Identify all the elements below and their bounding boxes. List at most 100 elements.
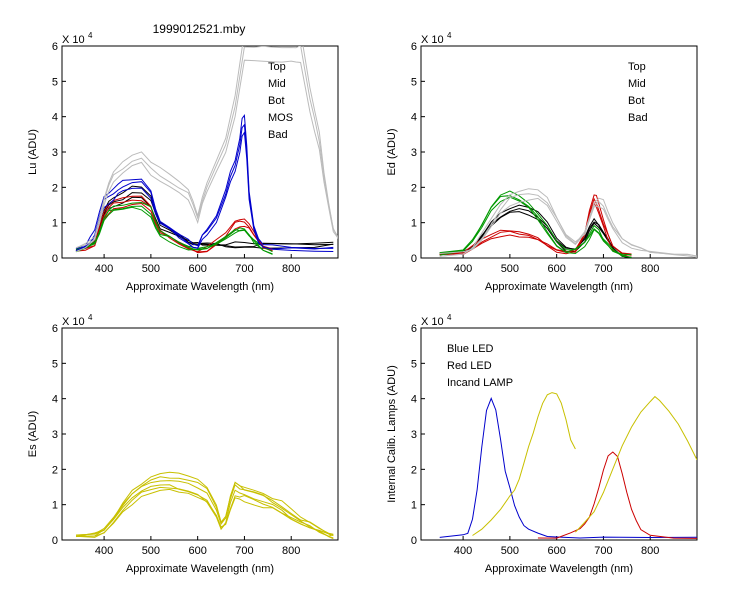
lu-series-bot bbox=[75, 206, 273, 255]
ed-xtick-label: 400 bbox=[454, 263, 472, 275]
lu-series-bad bbox=[75, 59, 338, 253]
lamps-plot-area bbox=[439, 392, 697, 539]
lu-xtick-label: 800 bbox=[282, 263, 300, 275]
es-plot-frame bbox=[61, 327, 339, 541]
lamps-xtick-label: 500 bbox=[501, 545, 519, 557]
lamps-ytick-label: 0 bbox=[411, 535, 417, 547]
es-multiplier-exponent: 4 bbox=[88, 313, 93, 322]
es-xtick-label: 500 bbox=[142, 545, 160, 557]
es-ytick-label: 4 bbox=[52, 394, 58, 406]
lu-series-bad bbox=[75, 46, 338, 249]
ed-plot-area bbox=[439, 188, 697, 258]
lamps-ytick-label: 4 bbox=[411, 394, 417, 406]
lu-xtick-label: 600 bbox=[188, 263, 206, 275]
lamps-ytick-label: 5 bbox=[411, 358, 417, 370]
lu-plot-area bbox=[75, 46, 338, 255]
lu-ytick-label: 0 bbox=[52, 253, 58, 265]
lamps-xtick-label: 700 bbox=[594, 545, 612, 557]
lu-series-bad bbox=[75, 46, 338, 249]
lu-series-mos bbox=[75, 114, 334, 252]
ed-multiplier: X 10 bbox=[421, 34, 444, 46]
es-xtick-label: 400 bbox=[95, 545, 113, 557]
lu-plot-frame bbox=[61, 45, 339, 259]
lamps-multiplier-exponent: 4 bbox=[447, 313, 452, 322]
ed-ylabel: Ed (ADU) bbox=[386, 128, 398, 175]
lu-xtick-label: 400 bbox=[95, 263, 113, 275]
lu-ytick-label: 6 bbox=[52, 41, 58, 53]
es-ytick-label: 0 bbox=[52, 535, 58, 547]
ed-series-top bbox=[439, 204, 632, 258]
es-series-es-upper bbox=[75, 471, 334, 536]
es-ytick-label: 1 bbox=[52, 500, 58, 512]
lu-xtick-label: 500 bbox=[142, 263, 160, 275]
lamps-series-red-led bbox=[537, 451, 697, 539]
es-ytick-label: 5 bbox=[52, 358, 58, 370]
ed-legend-mid: Mid bbox=[628, 78, 646, 90]
ed-xtick-label: 500 bbox=[501, 263, 519, 275]
lamps-ylabel: Internal Calib. Lamps (ADU) bbox=[386, 365, 398, 503]
lu-series-mid bbox=[75, 195, 273, 253]
es-multiplier: X 10 bbox=[62, 316, 85, 328]
es-series-es-lower bbox=[75, 486, 334, 539]
ed-xtick-label: 700 bbox=[594, 263, 612, 275]
lamps-xtick-label: 600 bbox=[547, 545, 565, 557]
ed-ytick-label: 2 bbox=[411, 182, 417, 194]
ed-ytick-label: 0 bbox=[411, 253, 417, 265]
lu-ytick-label: 1 bbox=[52, 218, 58, 230]
es-ytick-label: 2 bbox=[52, 464, 58, 476]
lamps-legend-red-led: Red LED bbox=[447, 360, 492, 372]
ed-ytick-label: 6 bbox=[411, 41, 417, 53]
lamps-ytick-label: 6 bbox=[411, 323, 417, 335]
lamps-series-incand-lamp bbox=[472, 392, 576, 536]
ed-series-bad bbox=[439, 197, 697, 257]
lu-ytick-label: 4 bbox=[52, 112, 58, 124]
lu-ytick-label: 3 bbox=[52, 147, 58, 159]
lamps-xtick-label: 800 bbox=[641, 545, 659, 557]
ed-ytick-label: 5 bbox=[411, 76, 417, 88]
ed-series-bot bbox=[439, 190, 632, 258]
lu-legend-mid: Mid bbox=[268, 78, 286, 90]
lamps-legend-incand-lamp: Incand LAMP bbox=[447, 377, 513, 389]
lu-series-bot bbox=[75, 201, 273, 253]
lu-xlabel: Approximate Wavelength (nm) bbox=[126, 281, 274, 293]
ed-series-mid bbox=[439, 202, 632, 257]
lamps-legend-blue-led: Blue LED bbox=[447, 343, 494, 355]
lamps-xtick-label: 400 bbox=[454, 545, 472, 557]
lamps-series-blue-led bbox=[439, 397, 697, 539]
lamps-ytick-label: 1 bbox=[411, 500, 417, 512]
lu-series-top bbox=[75, 196, 334, 252]
lu-legend-bad: Bad bbox=[268, 129, 288, 141]
lu-ytick-label: 2 bbox=[52, 182, 58, 194]
lu-multiplier-exponent: 4 bbox=[88, 31, 93, 40]
es-series-es-upper bbox=[75, 480, 334, 538]
ed-ytick-label: 3 bbox=[411, 147, 417, 159]
lu-multiplier: X 10 bbox=[62, 34, 85, 46]
es-xtick-label: 800 bbox=[282, 545, 300, 557]
ed-series-mid bbox=[439, 197, 632, 256]
ed-xtick-label: 600 bbox=[547, 263, 565, 275]
ed-legend-bot: Bot bbox=[628, 95, 645, 107]
ed-ytick-label: 4 bbox=[411, 112, 417, 124]
es-series-es-lower bbox=[75, 484, 334, 540]
es-xtick-label: 700 bbox=[235, 545, 253, 557]
lamps-multiplier: X 10 bbox=[421, 316, 444, 328]
ed-xlabel: Approximate Wavelength (nm) bbox=[485, 281, 633, 293]
es-ytick-label: 6 bbox=[52, 323, 58, 335]
es-series-es-lower bbox=[75, 488, 334, 538]
ed-legend-top: Top bbox=[628, 61, 646, 73]
lamps-ytick-label: 3 bbox=[411, 429, 417, 441]
es-xtick-label: 600 bbox=[188, 545, 206, 557]
ed-series-bad bbox=[439, 188, 697, 258]
lu-series-mid bbox=[75, 199, 273, 253]
ed-legend-bad: Bad bbox=[628, 112, 648, 124]
figure-title: 1999012521.mby bbox=[153, 22, 246, 36]
ed-multiplier-exponent: 4 bbox=[447, 31, 452, 40]
lu-xtick-label: 700 bbox=[235, 263, 253, 275]
lamps-series-incand-lamp-long- bbox=[575, 395, 697, 533]
ed-series-mid bbox=[439, 194, 632, 255]
